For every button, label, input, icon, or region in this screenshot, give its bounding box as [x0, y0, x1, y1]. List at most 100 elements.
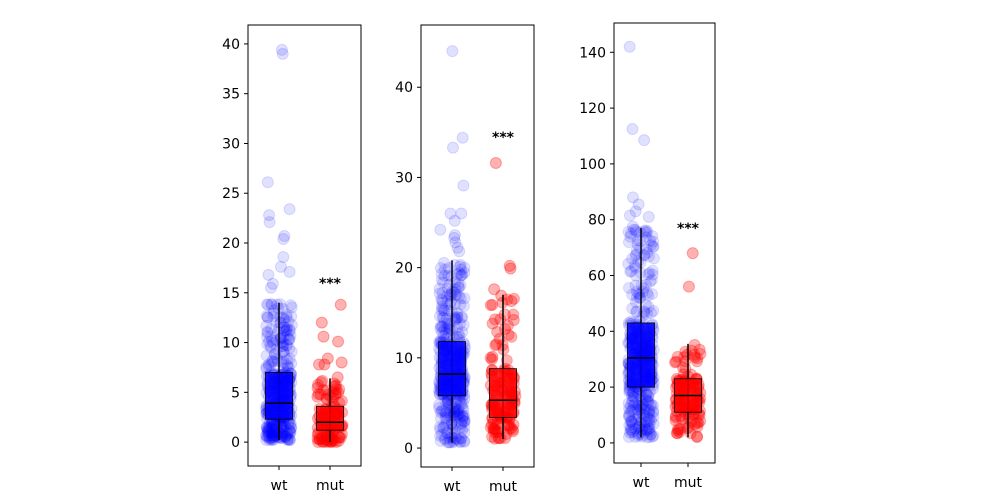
data-point	[455, 311, 468, 324]
data-point	[641, 246, 654, 259]
data-point	[261, 325, 274, 338]
data-point	[285, 421, 298, 434]
data-point	[437, 421, 450, 434]
data-point	[694, 415, 707, 428]
data-point	[622, 430, 635, 443]
data-point	[507, 418, 520, 431]
outlier-point	[448, 229, 461, 242]
data-point	[623, 386, 636, 399]
data-point	[283, 342, 296, 355]
data-point	[329, 388, 342, 401]
data-point	[264, 330, 277, 343]
data-point	[436, 296, 449, 309]
data-point	[447, 403, 460, 416]
data-point	[283, 352, 296, 365]
data-point	[692, 416, 705, 429]
data-point	[454, 292, 467, 305]
data-point	[333, 431, 346, 444]
data-point	[506, 423, 519, 436]
outlier-point	[448, 231, 461, 244]
data-point	[325, 435, 338, 448]
data-point	[487, 423, 500, 436]
data-point	[332, 386, 345, 399]
data-point	[311, 390, 324, 403]
data-point	[317, 383, 330, 396]
data-point	[633, 291, 646, 304]
outlier-point	[277, 233, 290, 246]
data-point	[261, 426, 274, 439]
data-point	[435, 428, 448, 441]
data-point	[322, 388, 335, 401]
data-point	[283, 423, 296, 436]
data-point	[437, 329, 450, 342]
data-point	[274, 298, 287, 311]
data-point	[678, 351, 691, 364]
data-point	[503, 419, 516, 432]
data-point	[266, 421, 279, 434]
data-point	[270, 343, 283, 356]
data-point	[454, 298, 467, 311]
data-point	[266, 420, 279, 433]
data-point	[314, 376, 327, 389]
data-point	[276, 430, 289, 443]
data-point	[444, 323, 457, 336]
data-point	[281, 434, 294, 447]
data-point	[634, 389, 647, 402]
data-point	[280, 321, 293, 334]
data-point	[642, 390, 655, 403]
data-point	[280, 311, 293, 324]
outlier-point	[332, 335, 345, 348]
outlier-point	[638, 134, 651, 147]
y-tick-label: 20	[222, 236, 240, 252]
data-point	[261, 311, 274, 324]
data-point	[280, 308, 293, 321]
data-point	[454, 260, 467, 273]
data-point	[268, 425, 281, 438]
data-point	[622, 257, 635, 270]
data-point	[458, 292, 471, 305]
data-point	[265, 433, 278, 446]
axes-frame	[247, 24, 362, 467]
data-point	[624, 230, 637, 243]
data-point	[642, 268, 655, 281]
outlier-point	[629, 205, 642, 218]
data-point	[673, 426, 686, 439]
data-point	[670, 426, 683, 439]
data-point	[284, 299, 297, 312]
outlier-point	[262, 268, 275, 281]
data-point	[316, 435, 329, 448]
data-point	[313, 433, 326, 446]
data-point	[623, 419, 636, 432]
data-point	[670, 355, 683, 368]
outlier-point	[331, 371, 344, 384]
data-point	[671, 427, 684, 440]
data-point	[266, 334, 279, 347]
data-point	[434, 423, 447, 436]
data-point	[636, 285, 649, 298]
data-point	[647, 405, 660, 418]
data-point	[633, 428, 646, 441]
significance-annotation: ***	[677, 221, 700, 237]
data-point	[636, 398, 649, 411]
data-point	[283, 324, 296, 337]
y-tick-label: 20	[395, 261, 413, 277]
outlier-point	[642, 210, 655, 223]
data-point	[263, 420, 276, 433]
data-point	[647, 406, 660, 419]
outlier-point	[448, 214, 461, 227]
data-point	[641, 416, 654, 429]
data-point	[272, 354, 285, 367]
data-point	[316, 435, 329, 448]
outlier-point	[317, 330, 330, 343]
data-point	[285, 310, 298, 323]
data-point	[322, 434, 335, 447]
data-point	[672, 422, 685, 435]
data-point	[436, 302, 449, 315]
outlier-point	[264, 281, 277, 294]
data-point	[625, 404, 638, 417]
outlier-point	[283, 265, 296, 278]
data-point	[458, 426, 471, 439]
data-point	[264, 432, 277, 445]
data-point	[274, 431, 287, 444]
data-point	[647, 399, 660, 412]
